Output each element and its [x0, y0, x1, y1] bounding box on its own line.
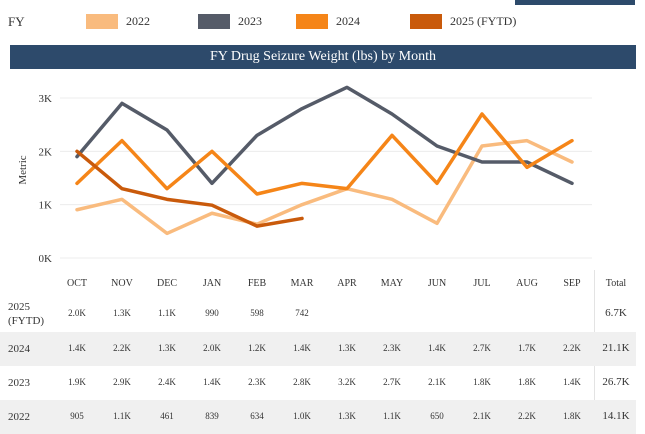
row-label: 2024 — [8, 343, 30, 355]
table-cell: 2.3K — [248, 377, 266, 387]
table-cell: 1.4K — [563, 377, 581, 387]
table-cell: 1.8K — [473, 377, 491, 387]
table-cell: 650 — [430, 411, 444, 421]
row-total: 26.7K — [602, 376, 630, 388]
table-cell: 1.8K — [518, 377, 536, 387]
y-axis-label: Metric — [17, 155, 29, 184]
legend: FY 2022 2023 2024 2025 (FYTD) — [0, 8, 645, 36]
table-cell: 1.3K — [113, 308, 131, 318]
table-cell: 1.9K — [68, 377, 86, 387]
y-tick-1K: 1K — [39, 200, 53, 212]
table-cell: 634 — [250, 411, 264, 421]
x-tick-jan: JAN — [202, 278, 222, 289]
row-total: 14.1K — [602, 410, 630, 422]
table-cell: 1.3K — [338, 343, 356, 353]
y-tick-3K: 3K — [39, 93, 53, 105]
legend-swatch-2024 — [296, 14, 328, 29]
x-tick-sep: SEP — [563, 278, 581, 289]
table-cell: 2.3K — [383, 343, 401, 353]
table-cell: 2.0K — [203, 343, 221, 353]
table-cell: 2.2K — [113, 343, 131, 353]
table-cell: 2.1K — [473, 411, 491, 421]
x-tick-nov: NOV — [111, 278, 133, 289]
x-tick-mar: MAR — [290, 278, 314, 289]
table-row: 2025 (FYTD) 2.0K 1.3K 1.1K 990 598 742 6.7K — [0, 296, 636, 332]
table-cell: 839 — [205, 411, 219, 421]
table-cell: 1.0K — [293, 411, 311, 421]
table-cell: 1.4K — [293, 343, 311, 353]
series-line-2024 — [75, 112, 574, 196]
legend-label-2022: 2022 — [126, 14, 150, 28]
table-cell: 1.1K — [158, 308, 176, 318]
top-accent-bar — [515, 0, 635, 5]
table-cell: 2.2K — [518, 411, 536, 421]
table-cell: 3.2K — [338, 377, 356, 387]
legend-label-2025: 2025 (FYTD) — [450, 14, 517, 28]
table-row: 2024 1.4K 2.2K 1.3K 2.0K 1.2K 1.4K 1.3K 2.3K 1.4K… — [0, 332, 636, 366]
x-tick-oct: OCT — [67, 278, 87, 289]
table-cell: 598 — [250, 308, 264, 318]
row-label: 2022 — [8, 411, 30, 423]
table-cell: 2.8K — [293, 377, 311, 387]
legend-title: FY — [8, 14, 25, 29]
chart-title: FY Drug Seizure Weight (lbs) by Month — [10, 45, 636, 69]
y-tick-0K: 0K — [39, 253, 53, 265]
table-cell: 1.1K — [113, 411, 131, 421]
legend-item-2023[interactable]: 2023 — [198, 14, 262, 29]
table-cell: 1.1K — [383, 411, 401, 421]
legend-label-2024: 2024 — [336, 14, 360, 28]
legend-item-2025[interactable]: 2025 (FYTD) — [410, 14, 516, 29]
table-cell: 1.4K — [428, 343, 446, 353]
table-cell: 461 — [160, 411, 174, 421]
legend-item-2024[interactable]: 2024 — [296, 14, 360, 29]
row-total: 6.7K — [605, 307, 627, 319]
table-cell: 2.7K — [473, 343, 491, 353]
table-cell: 1.7K — [518, 343, 536, 353]
table-cell: 2.7K — [383, 377, 401, 387]
legend-swatch-2025 — [410, 14, 442, 29]
table-row: 2023 1.9K 2.9K 2.4K 1.4K 2.3K 2.8K 3.2K 2.7K 2.1K… — [0, 366, 636, 400]
table-cell: 2.2K — [563, 343, 581, 353]
legend-item-2022[interactable]: 2022 — [86, 14, 150, 29]
series-line-2025 — [75, 149, 304, 228]
table-cell: 1.4K — [203, 377, 221, 387]
legend-swatch-2022 — [86, 14, 118, 29]
x-tick-dec: DEC — [157, 278, 177, 289]
table-cell: 1.2K — [248, 343, 266, 353]
x-tick-jun: JUN — [427, 278, 447, 289]
row-label: 2025 (FYTD) — [8, 301, 45, 327]
legend-swatch-2023 — [198, 14, 230, 29]
row-total: 21.1K — [602, 342, 630, 354]
table-row: 2022 905 1.1K 461 839 634 1.0K 1.3K 1.1K 650 2.1K 2… — [0, 400, 636, 434]
table-cell: 2.0K — [68, 308, 86, 318]
series-line-2022 — [75, 138, 574, 236]
x-tick-aug: AUG — [516, 278, 538, 289]
x-tick-may: MAY — [380, 278, 404, 289]
table-cell: 905 — [70, 411, 84, 421]
table-cell: 2.1K — [428, 377, 446, 387]
x-tick-jul: JUL — [473, 278, 491, 289]
table-cell: 1.3K — [158, 343, 176, 353]
series-line-2023 — [75, 85, 574, 186]
table-cell: 1.8K — [563, 411, 581, 421]
table-header-row: Total OCT NOV DEC JAN FEB MAR APR MAY JUN JUL AUG S… — [0, 274, 636, 294]
table-cell: 1.3K — [338, 411, 356, 421]
table-cell: 742 — [295, 308, 309, 318]
table-cell: 1.4K — [68, 343, 86, 353]
y-tick-2K: 2K — [39, 146, 53, 158]
total-header: Total — [605, 278, 627, 289]
legend-label-2023: 2023 — [238, 14, 262, 28]
x-tick-feb: FEB — [247, 278, 267, 289]
row-label: 2023 — [8, 377, 30, 389]
x-tick-apr: APR — [337, 278, 357, 289]
table-cell: 2.9K — [113, 377, 131, 387]
table-cell: 990 — [205, 308, 219, 318]
table-cell: 2.4K — [158, 377, 176, 387]
